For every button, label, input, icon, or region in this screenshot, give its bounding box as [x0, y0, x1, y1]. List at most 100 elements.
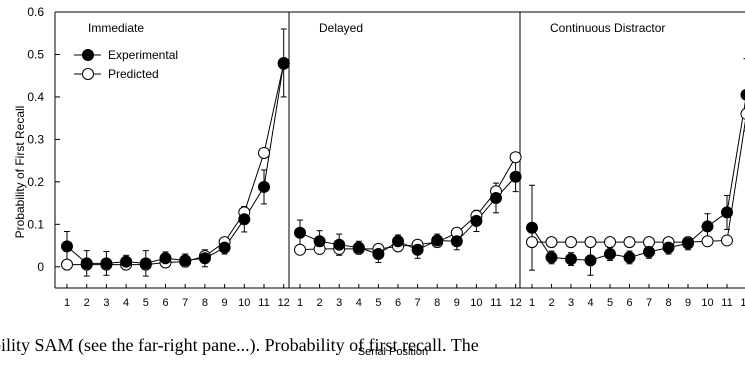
experimental-point	[431, 234, 444, 247]
experimental-point	[643, 245, 655, 258]
experimental-point	[526, 221, 538, 234]
experimental-point	[198, 252, 211, 265]
panel-title: Delayed	[319, 21, 363, 35]
experimental-point	[80, 257, 93, 270]
x-tick-label: 1	[64, 297, 70, 309]
x-tick-label: 7	[646, 297, 652, 309]
x-tick-label: 12	[278, 297, 290, 309]
x-axis-label: Serial Position	[358, 346, 428, 358]
experimental-point	[61, 240, 73, 253]
x-tick-label: 6	[395, 297, 401, 309]
panel-title: Immediate	[88, 21, 144, 35]
x-tick-label: 2	[548, 297, 554, 309]
experimental-point	[565, 253, 577, 266]
predicted-series-line	[67, 63, 285, 266]
experimental-point	[100, 257, 113, 270]
x-tick-label: 4	[587, 297, 593, 309]
experimental-point	[218, 241, 231, 254]
predicted-point	[61, 258, 73, 271]
legend-label: Predicted	[108, 67, 159, 81]
experimental-point	[238, 213, 251, 226]
x-tick-label: 10	[238, 297, 250, 309]
predicted-point	[545, 236, 558, 249]
experimental-point	[509, 170, 522, 183]
x-tick-label: 12	[509, 297, 521, 309]
predicted-point	[509, 151, 522, 164]
legend-label: Experimental	[108, 48, 178, 62]
x-tick-label: 2	[84, 297, 90, 309]
x-tick-label: 7	[182, 297, 188, 309]
x-tick-label: 10	[470, 297, 482, 309]
experimental-series-line	[66, 62, 285, 264]
experimental-point	[352, 241, 365, 254]
y-tick-label: 0.1	[27, 217, 44, 231]
experimental-point	[662, 241, 675, 254]
experimental-point	[721, 206, 733, 219]
predicted-series-line	[299, 156, 517, 251]
predicted-point	[294, 243, 306, 256]
x-tick-label: 9	[685, 297, 691, 309]
experimental-point	[179, 254, 192, 267]
experimental-point	[159, 252, 172, 265]
experimental-point	[470, 214, 483, 227]
experimental-point	[333, 238, 346, 251]
legend-marker-predicted	[82, 68, 94, 80]
x-tick-label: 5	[607, 297, 613, 309]
x-tick-label: 3	[568, 297, 574, 309]
y-tick-label: 0.4	[27, 90, 44, 104]
x-tick-label: 3	[103, 297, 109, 309]
experimental-point	[450, 235, 463, 248]
experimental-point	[392, 235, 404, 248]
predicted-point	[584, 236, 597, 249]
predicted-point	[740, 108, 745, 120]
x-tick-label: 10	[701, 297, 713, 309]
x-tick-label: 7	[415, 297, 421, 309]
x-tick-label: 8	[434, 297, 440, 309]
x-tick-label: 11	[721, 297, 732, 309]
y-tick-label: 0.2	[27, 175, 44, 189]
experimental-point	[411, 243, 424, 256]
x-tick-label: 9	[454, 297, 460, 309]
x-tick-label: 12	[740, 297, 745, 309]
experimental-series-line	[299, 176, 516, 255]
x-tick-label: 4	[123, 297, 129, 309]
panel-title: Continuous Distractor	[550, 21, 665, 35]
x-tick-label: 1	[297, 297, 303, 309]
x-tick-label: 5	[143, 297, 149, 309]
y-tick-label: 0.6	[27, 5, 44, 19]
x-tick-label: 5	[375, 297, 381, 309]
x-tick-label: 11	[490, 297, 501, 309]
experimental-point	[258, 180, 270, 193]
x-tick-label: 11	[258, 297, 269, 309]
experimental-point	[604, 248, 616, 261]
x-tick-label: 2	[317, 297, 323, 309]
experimental-point	[545, 251, 558, 264]
predicted-point	[701, 235, 714, 248]
experimental-point	[294, 226, 306, 239]
experimental-point	[277, 56, 290, 69]
experimental-point	[584, 254, 597, 267]
x-tick-label: 4	[356, 297, 362, 309]
x-tick-label: 6	[626, 297, 632, 309]
figure-caption: bility SAM (see the far-right pane...). …	[0, 335, 479, 355]
x-tick-label: 8	[665, 297, 671, 309]
predicted-point	[623, 236, 636, 249]
experimental-point	[313, 235, 326, 248]
experimental-point	[372, 248, 385, 261]
y-tick-label: 0.3	[27, 132, 44, 146]
x-tick-label: 8	[202, 297, 208, 309]
predicted-point	[721, 234, 733, 247]
experimental-point	[490, 191, 502, 204]
predicted-point	[258, 146, 270, 159]
y-tick-label: 0.5	[27, 47, 44, 61]
experimental-point	[701, 220, 714, 233]
experimental-point	[623, 251, 636, 264]
experimental-point	[120, 255, 133, 268]
predicted-point	[604, 236, 616, 249]
x-tick-label: 9	[222, 297, 228, 309]
x-tick-label: 1	[529, 297, 535, 309]
experimental-point	[682, 237, 694, 250]
predicted-point	[526, 236, 538, 249]
experimental-point	[740, 88, 745, 101]
